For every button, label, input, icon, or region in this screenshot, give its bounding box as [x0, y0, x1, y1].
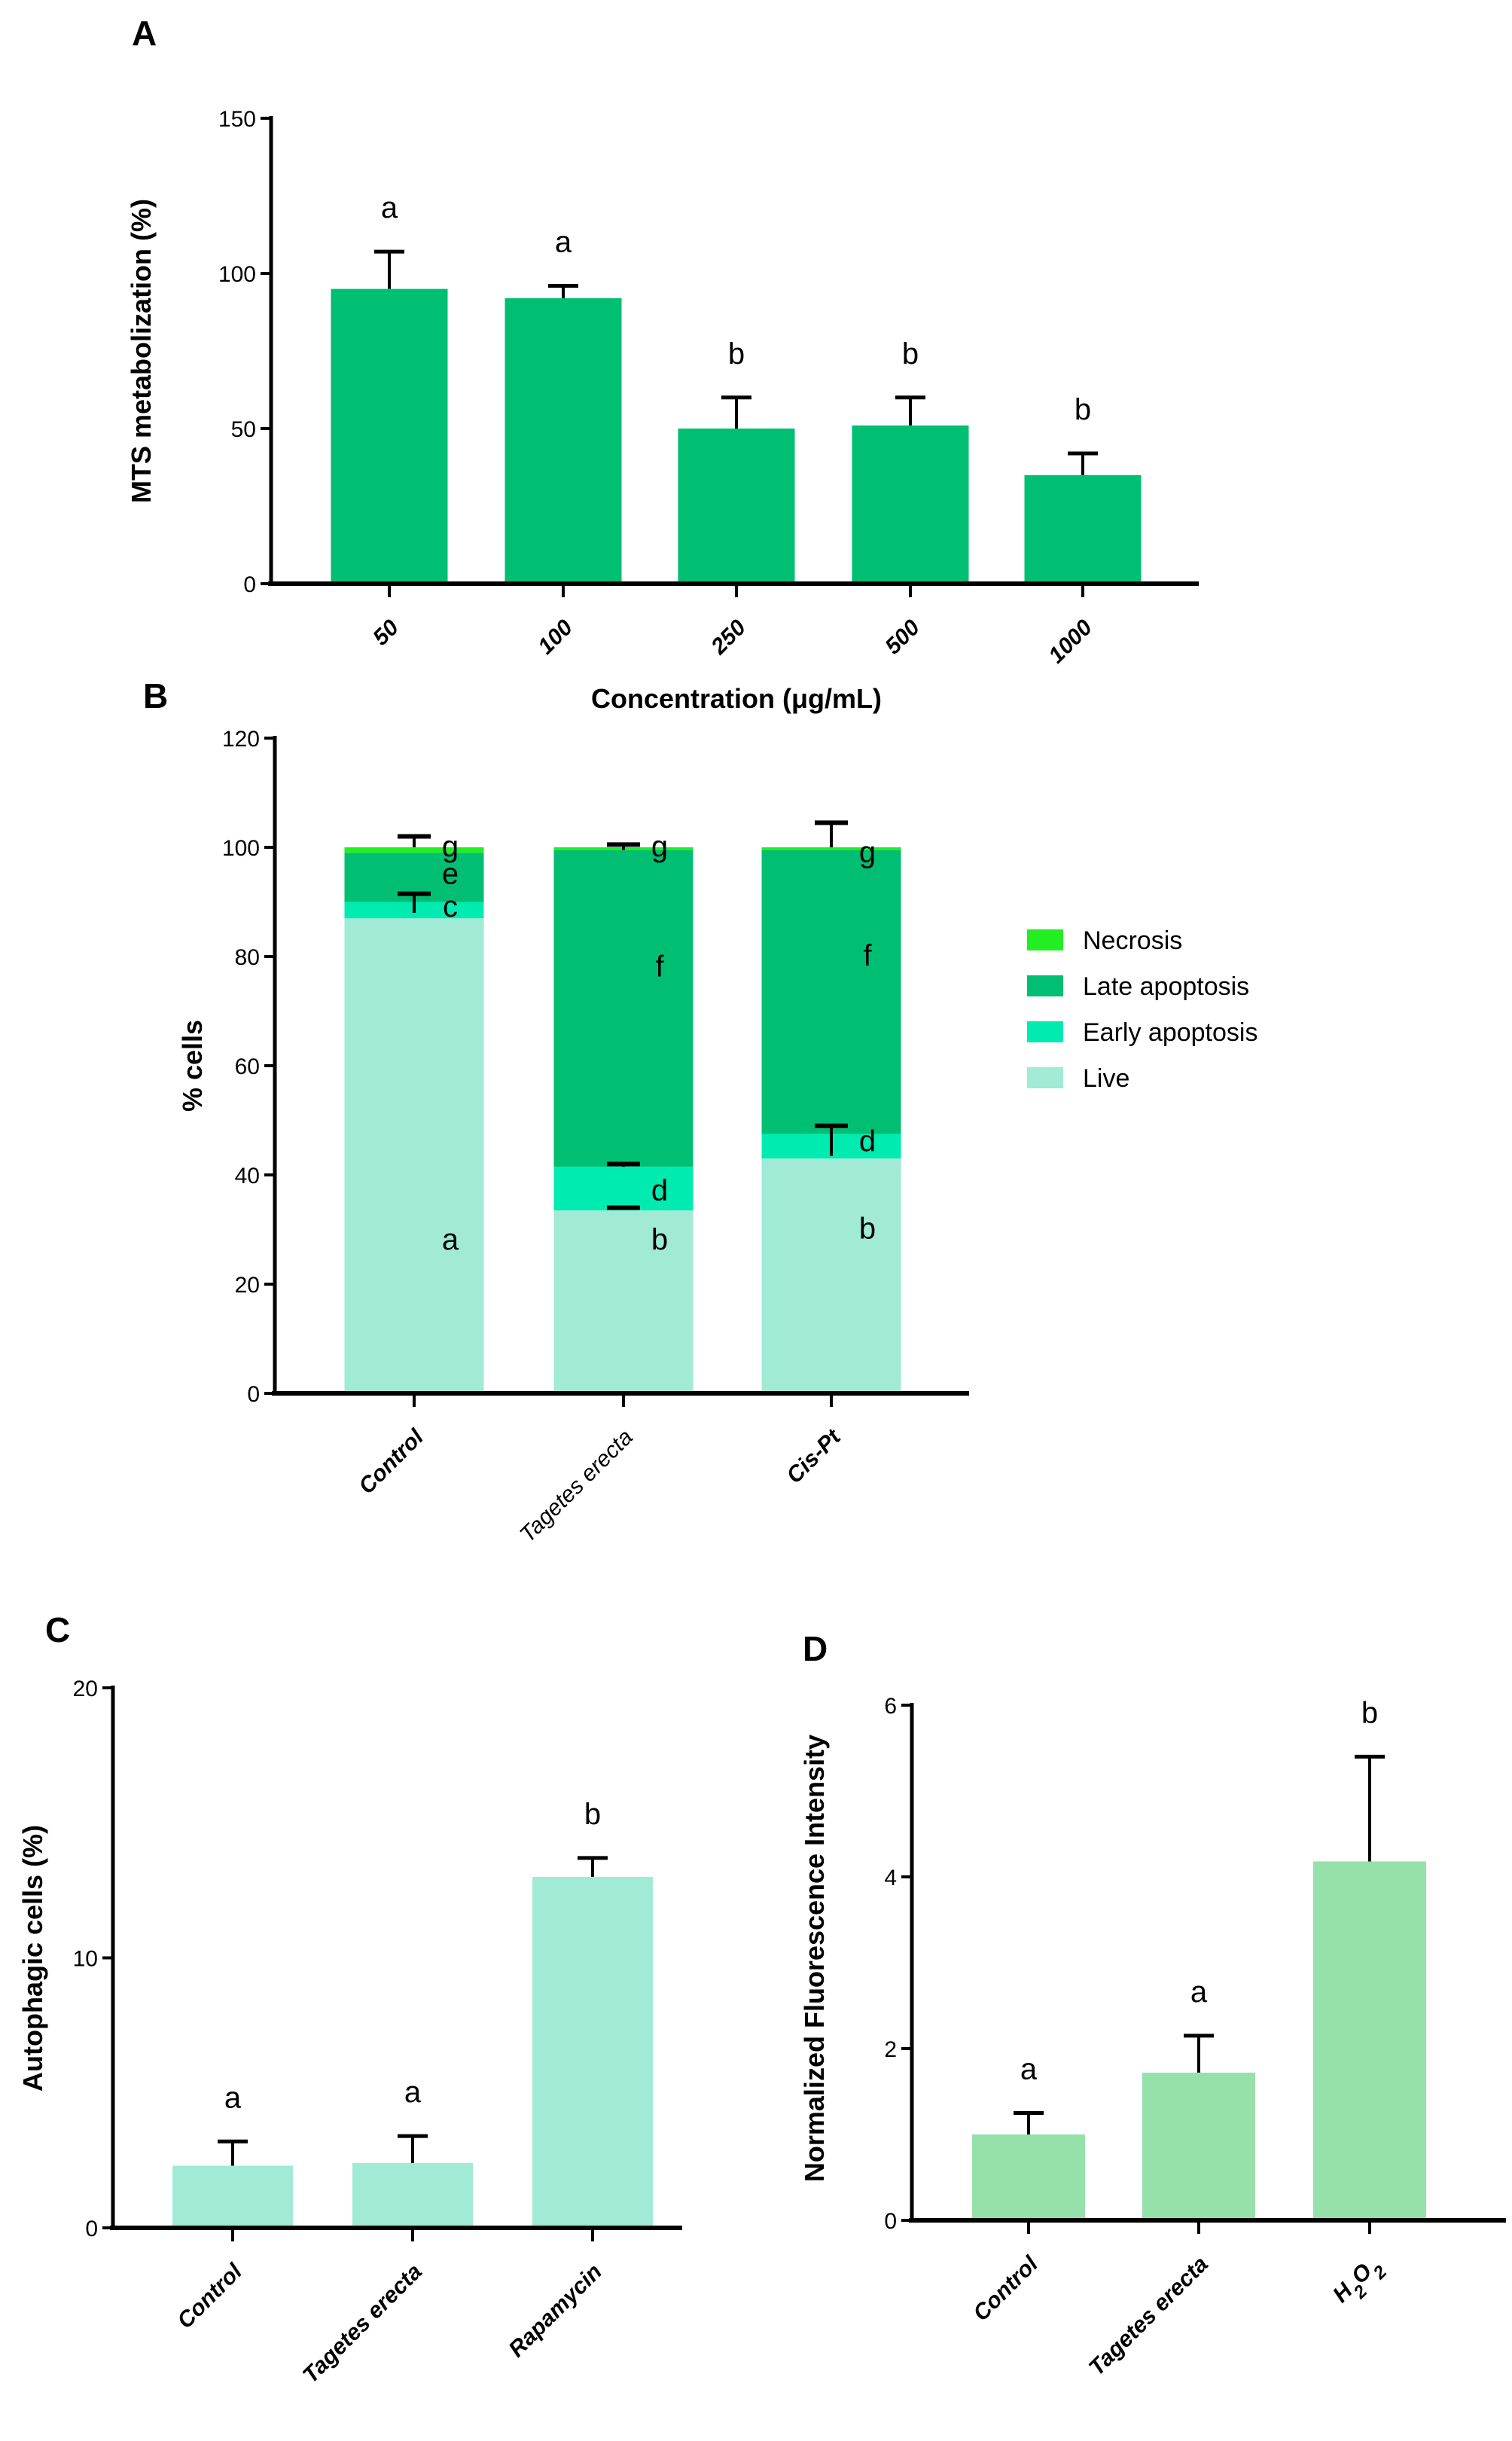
significance-letter: g: [442, 830, 459, 863]
significance-letter: d: [651, 1174, 668, 1207]
y-axis-title: % cells: [177, 1020, 208, 1112]
significance-letter: f: [655, 950, 664, 984]
x-tick-label: Control: [172, 2259, 247, 2333]
bar-Rapamycin: [532, 1876, 653, 2228]
x-tick-label: 50: [368, 615, 404, 650]
significance-letter: b: [728, 337, 745, 371]
legend-label: Necrosis: [1083, 926, 1182, 955]
significance-letter: b: [651, 1223, 668, 1256]
bar-Tagetes erecta: [1142, 2072, 1255, 2220]
y-tick-label: 0: [85, 2217, 98, 2241]
bar-segment-necrosis: [344, 847, 484, 853]
y-tick-label: 50: [231, 417, 256, 442]
y-tick-label: 0: [247, 1382, 260, 1407]
significance-letter: a: [404, 2076, 422, 2109]
x-tick-label: Control: [968, 2251, 1043, 2326]
panel-label-b: B: [143, 676, 168, 716]
bar-segment-necrosis: [761, 847, 901, 850]
y-tick-label: 100: [218, 262, 256, 287]
panel-label-c: C: [45, 1610, 70, 1649]
x-tick-label: Tagetes erecta: [1084, 2252, 1213, 2381]
significance-letter: f: [863, 939, 872, 972]
bar-Tagetes erecta: [352, 2162, 473, 2228]
x-tick-label: Rapamycin: [504, 2259, 607, 2363]
y-tick-label: 4: [884, 1866, 897, 1890]
bar-segment-live: [761, 1158, 901, 1393]
y-tick-label: 0: [884, 2209, 897, 2234]
bar-250: [678, 429, 795, 584]
bar-500: [852, 425, 969, 584]
y-axis-title: MTS metabolization (%): [126, 199, 157, 503]
y-axis-title: Autophagic cells (%): [17, 1825, 48, 2092]
significance-letter: a: [1020, 2053, 1038, 2086]
significance-letter: a: [381, 191, 398, 224]
x-axis-title: Concentration (μg/mL): [591, 683, 882, 714]
significance-letter: a: [555, 225, 572, 258]
y-tick-label: 0: [243, 572, 256, 597]
bar-Control: [972, 2134, 1085, 2220]
x-tick-label: 250: [706, 615, 751, 660]
y-tick-label: 6: [884, 1694, 897, 1719]
bar-segment-late-apoptosis: [553, 850, 694, 1167]
y-tick-label: 120: [222, 727, 260, 752]
bar-segment-live: [344, 918, 484, 1393]
x-tick-label: 100: [533, 615, 578, 659]
y-tick-label: 40: [235, 1164, 260, 1188]
significance-letter: b: [902, 337, 919, 371]
significance-letter: a: [442, 1223, 459, 1256]
legend-swatch: [1027, 1021, 1063, 1042]
significance-letter: e: [442, 857, 459, 890]
significance-letter: g: [651, 830, 668, 863]
panel-label-d: D: [803, 1629, 828, 1668]
bar-1000: [1024, 474, 1142, 584]
x-tick-label: 1000: [1044, 615, 1097, 668]
bar-50: [331, 288, 448, 584]
x-tick-label: Tagetes erecta: [515, 1425, 638, 1548]
bar-100: [505, 297, 622, 584]
x-tick-label: 500: [880, 615, 925, 659]
significance-letter: a: [224, 2081, 242, 2114]
x-tick-label: Cis-Pt: [782, 1423, 846, 1488]
significance-letter: b: [1361, 1696, 1378, 1729]
y-axis-title: Normalized Fluorescence Intensity: [799, 1735, 830, 2182]
legend-label: Late apoptosis: [1083, 972, 1249, 1001]
legend-swatch: [1027, 929, 1063, 950]
bar-segment-early-apoptosis: [553, 1167, 694, 1211]
significance-letter: g: [859, 835, 876, 868]
bar-segment-late-apoptosis: [761, 850, 901, 1134]
x-tick-label: H2O2: [1328, 2251, 1391, 2314]
bar-H2O2: [1313, 1861, 1426, 2220]
significance-letter: d: [859, 1125, 876, 1158]
x-tick-label: Control: [354, 1424, 428, 1499]
legend-swatch: [1027, 1067, 1063, 1088]
bar-segment-live: [553, 1210, 694, 1393]
x-tick-label: Tagetes erecta: [298, 2259, 427, 2388]
significance-letter: b: [859, 1213, 876, 1246]
y-tick-label: 60: [235, 1054, 260, 1079]
significance-letter: b: [584, 1798, 601, 1831]
y-tick-label: 80: [235, 945, 260, 970]
legend-label: Live: [1083, 1064, 1129, 1093]
panel-label-a: A: [132, 14, 157, 53]
y-tick-label: 20: [73, 1677, 98, 1701]
y-tick-label: 20: [235, 1273, 260, 1298]
y-tick-label: 10: [73, 1947, 98, 1972]
y-tick-label: 2: [884, 2037, 897, 2062]
legend-label: Early apoptosis: [1083, 1018, 1257, 1047]
legend-swatch: [1027, 975, 1063, 996]
significance-letter: b: [1075, 393, 1091, 426]
bar-Control: [172, 2165, 293, 2228]
y-tick-label: 100: [222, 836, 260, 861]
y-tick-label: 150: [218, 107, 256, 132]
significance-letter: a: [1190, 1976, 1208, 2009]
significance-letter: c: [443, 890, 458, 923]
